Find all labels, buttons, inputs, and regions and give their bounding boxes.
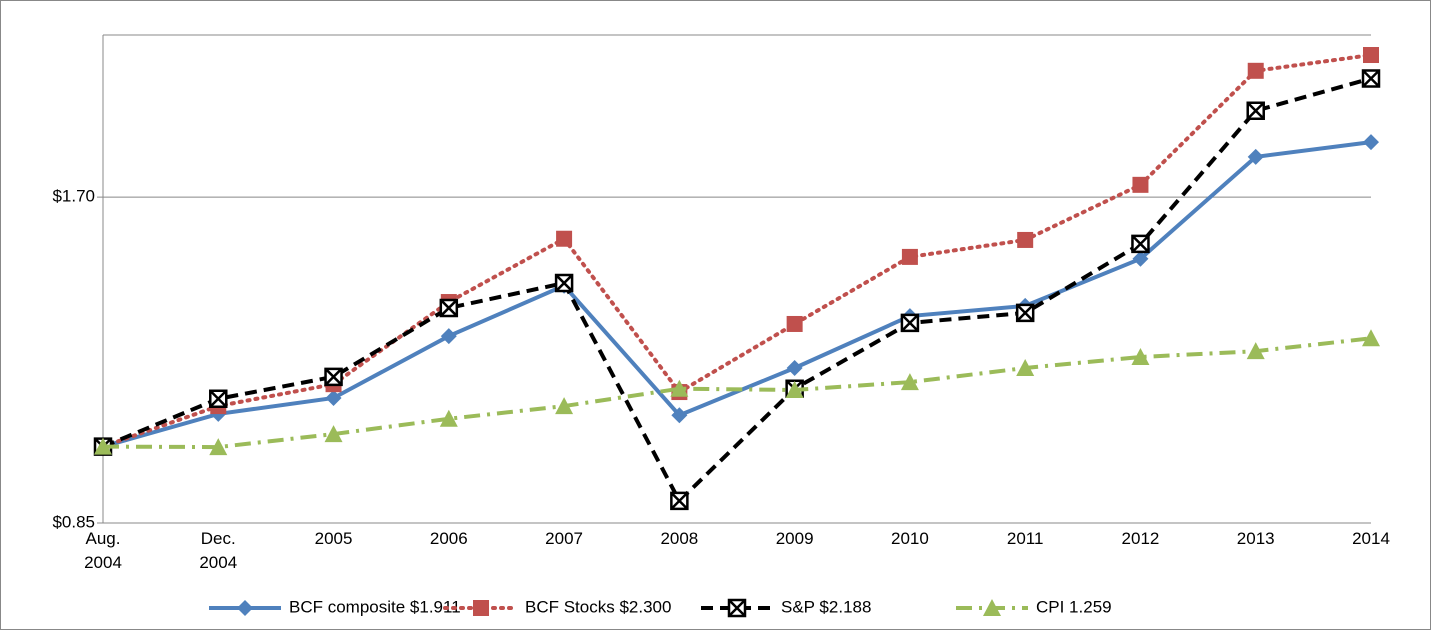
marker [1362,329,1380,347]
marker [785,380,804,398]
marker [1246,342,1265,360]
series-line [102,140,1372,449]
x-tick-label: Aug. 2004 [84,529,122,572]
marker [1246,101,1265,120]
marker [554,273,574,293]
x-tick-label: 2007 [545,529,583,548]
marker [94,437,112,455]
marker [1247,148,1264,165]
marker [324,425,343,443]
x-tick-label: 2010 [890,529,929,548]
x-tick-label: 2008 [660,529,699,548]
legend-label: CPI 1.259 [1036,597,1112,616]
x-tick-label: 2005 [314,529,353,548]
marker [1132,250,1149,267]
legend-label: BCF Stocks $2.300 [525,597,671,616]
legend-label: BCF composite $1.911 [289,597,461,616]
marker [1131,347,1150,365]
marker [1016,358,1035,376]
marker [209,389,228,409]
marker [439,298,459,318]
marker [670,379,689,397]
marker [1132,176,1149,193]
y-tick-label: $0.85 [52,512,95,531]
legend-item: BCF Stocks $2.300 [443,597,671,616]
x-tick-label: 2011 [1006,529,1044,548]
marker [473,600,489,616]
marker [556,230,573,247]
x-tick-label: 2006 [429,529,468,548]
x-tick-label: 2009 [775,529,814,548]
marker [1361,69,1381,88]
marker [324,367,343,387]
marker [325,389,342,406]
marker [555,397,574,415]
marker [900,373,919,391]
series-line [102,76,1372,505]
marker [1017,231,1034,248]
marker [440,328,457,345]
marker [1131,234,1150,254]
marker [1247,62,1264,79]
x-tick-label: 2012 [1121,529,1160,548]
marker [901,248,918,265]
series-line [101,53,1373,449]
marker [671,407,688,424]
series-line [102,336,1372,450]
legend-label: S&P $2.188 [781,597,871,616]
marker [727,598,747,618]
x-tick-label: Dec. 2004 [199,529,238,572]
marker [670,491,689,511]
marker [1363,47,1379,64]
x-tick-label: 2014 [1352,529,1390,548]
marker [983,599,1001,616]
marker [786,359,803,376]
legend-item: CPI 1.259 [956,597,1112,616]
marker [439,409,458,427]
marker [1015,303,1035,323]
marker [237,600,253,616]
x-tick-label: 2013 [1236,529,1275,548]
marker [786,315,803,332]
legend-item: S&P $2.188 [701,597,871,618]
marker [900,313,920,333]
legend-item: BCF composite $1.911 [209,597,461,616]
marker [209,438,228,456]
marker [1363,134,1379,151]
y-tick-label: $1.70 [52,187,95,206]
